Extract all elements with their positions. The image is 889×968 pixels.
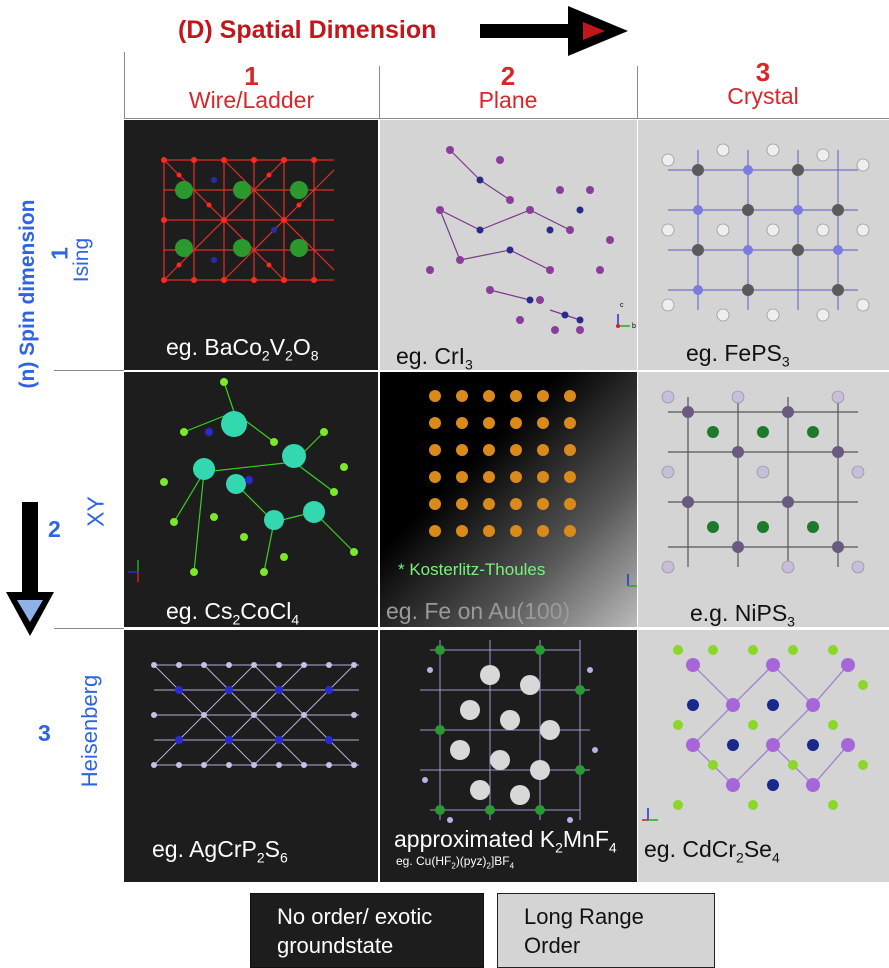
cell-caption: eg. Fe on Au(100) (386, 598, 571, 624)
crystal-structure-cdcr2se4 (642, 645, 868, 821)
crystal-structure-agcrp2s6 (151, 662, 359, 768)
header-divider (379, 66, 380, 118)
row-header-1: Ising 1 (46, 238, 110, 298)
column-label: Plane (478, 87, 538, 113)
legend-line: No order/ exotic (277, 904, 433, 929)
column-label: Wire/Ladder (188, 87, 315, 113)
axis-gizmo-icon (616, 314, 630, 328)
right-arrow-icon (480, 6, 628, 56)
cell-caption: eg. FePS3 (686, 340, 790, 370)
row-header-2: 2 XY (48, 480, 110, 560)
cell-ising-crystal: eg. FePS3 (638, 120, 889, 370)
cell-caption: eg. AgCrP2S6 (152, 836, 288, 866)
cell-heisenberg-plane: approximated K2MnF4 eg. Cu(HF2)(pyz)2]BF… (380, 630, 637, 882)
cell-caption: eg. CdCr2Se4 (644, 836, 780, 866)
column-header-3: 3 Crystal (637, 57, 889, 109)
down-arrow-icon (6, 502, 54, 636)
cell-xy-crystal: e.g. NiPS3 (638, 372, 889, 627)
spin-dimension-label: (n) Spin dimension (16, 199, 39, 389)
crystal-structure-k2mnf4 (420, 640, 598, 823)
axis-gizmo-icon (627, 574, 637, 587)
row-header-3: 3 Heisenberg (38, 660, 120, 820)
legend-line: groundstate (277, 933, 394, 958)
header-divider (637, 66, 638, 118)
axis-gizmo-icon (128, 560, 139, 582)
legend-long-range-order: Long Range Order (497, 893, 715, 968)
legend-line: Long Range (524, 904, 644, 929)
cell-xy-wire: eg. Cs2CoCl4 (124, 372, 378, 627)
legend-no-order: No order/ exotic groundstate (250, 893, 484, 968)
axis-label-c: c (620, 302, 624, 309)
cell-heisenberg-crystal: eg. CdCr2Se4 (638, 630, 889, 882)
axis-gizmo-icon (642, 808, 658, 821)
column-number: 1 (244, 61, 259, 91)
column-number: 2 (500, 61, 516, 91)
header-divider (124, 52, 125, 118)
crystal-structure-bacov2o8 (161, 157, 335, 283)
crystal-structure-cs2cocl4 (128, 378, 358, 582)
column-label: Crystal (727, 83, 799, 109)
lattice-fe-on-au100 (429, 390, 637, 587)
cell-heisenberg-wire: eg. AgCrP2S6 (124, 630, 378, 882)
cell-caption: approximated K2MnF4 (394, 826, 617, 856)
cell-caption: e.g. NiPS3 (690, 600, 795, 627)
header-underline (124, 118, 889, 119)
legend-line: Order (524, 933, 581, 958)
spatial-dimension-title: (D) Spatial Dimension (178, 16, 437, 44)
axis-label-b: b (632, 323, 636, 330)
row-number: 1 (46, 247, 73, 260)
row-divider (54, 628, 124, 629)
crystal-structure-feps3 (661, 143, 870, 322)
row-number: 3 (38, 720, 51, 746)
cell-caption: eg. BaCo2V2O8 (166, 334, 319, 364)
cell-xy-plane: * Kosterlitz-Thoules eg. Fe on Au(100) (380, 372, 637, 627)
column-header-2: 2 Plane (379, 61, 637, 113)
crystal-structure-nips3 (661, 390, 865, 574)
cell-subcaption: eg. Cu(HF2)(pyz)2]BF4 (396, 854, 515, 871)
cell-caption: eg. Cs2CoCl4 (166, 598, 300, 627)
column-number: 3 (755, 57, 771, 87)
column-header-1: 1 Wire/Ladder (124, 61, 379, 113)
cell-ising-wire: eg. BaCo2V2O8 (124, 120, 378, 370)
row-divider (54, 370, 124, 371)
cell-caption: eg. CrI3 (396, 343, 473, 370)
crystal-structure-cri3 (426, 146, 630, 334)
row-label: Heisenberg (77, 674, 102, 788)
row-label: XY (82, 496, 109, 527)
cell-ising-plane: c b eg. CrI3 (380, 120, 637, 370)
row-number: 2 (48, 516, 61, 542)
kosterlitz-thouless-note: * Kosterlitz-Thoules (398, 560, 546, 579)
